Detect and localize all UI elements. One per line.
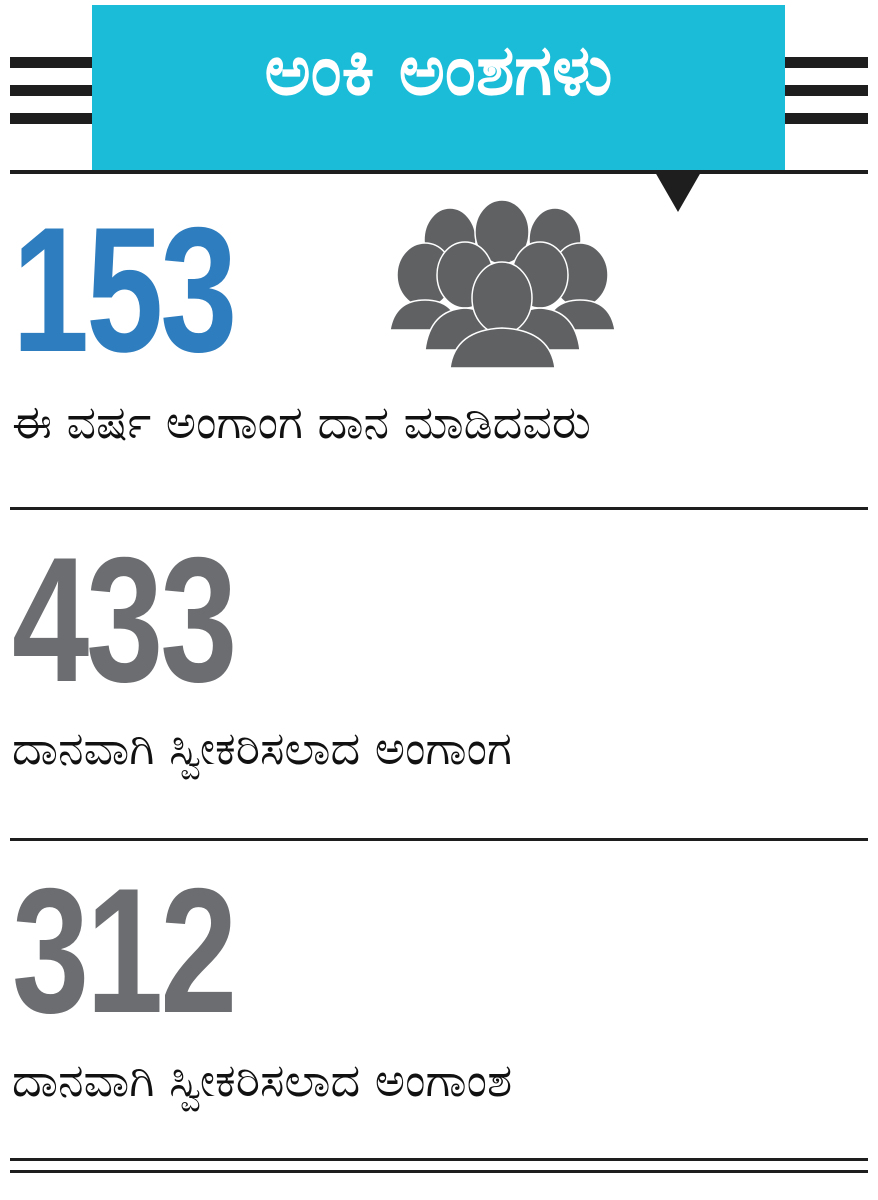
header-banner xyxy=(92,5,785,170)
footer-rule xyxy=(10,1158,868,1161)
stat-label-donors: ಈ ವರ್ಷ ಅಂಗಾಂಗ ದಾನ ಮಾಡಿದವರು xyxy=(12,395,591,449)
footer-rule xyxy=(10,1170,868,1173)
stat-value-tissues: 312 xyxy=(12,851,237,1050)
stat-label-tissues: ದಾನವಾಗಿ ಸ್ವೀಕರಿಸಲಾದ ಅಂಗಾಂಶ xyxy=(12,1053,513,1107)
header-rule xyxy=(10,170,868,174)
stat-label-organs: ದಾನವಾಗಿ ಸ್ವೀಕರಿಸಲಾದ ಅಂಗಾಂಗ xyxy=(12,721,512,775)
page-title: ಅಂಕಿ ಅಂಶಗಳು xyxy=(264,29,613,111)
people-group-icon xyxy=(390,200,615,369)
stat-value-donors: 153 xyxy=(12,190,237,389)
divider xyxy=(10,838,868,841)
divider xyxy=(10,507,868,510)
stat-value-organs: 433 xyxy=(12,520,237,719)
pointer-triangle-icon xyxy=(655,172,701,212)
